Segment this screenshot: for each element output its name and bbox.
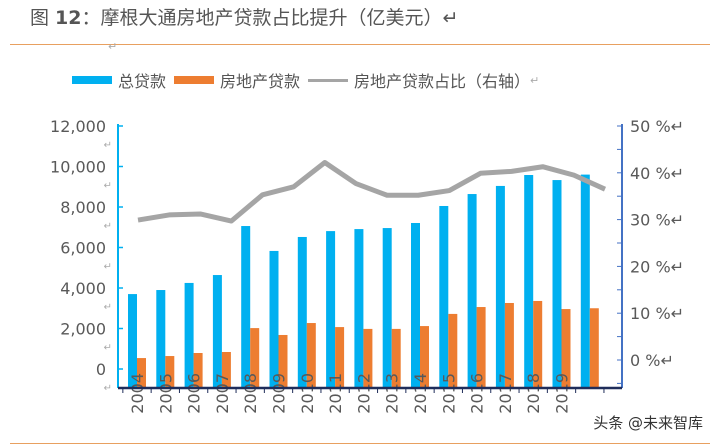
bar-real-estate xyxy=(448,313,458,388)
bar-real-estate xyxy=(504,302,514,388)
figure-title: 图 12：摩根大通房地产贷款占比提升（亿美元）↵ xyxy=(30,3,458,30)
bar-total xyxy=(580,174,590,388)
bar-total xyxy=(495,185,505,388)
left-tick-label: 2,000 xyxy=(60,320,106,339)
x-tick-label: 2014 xyxy=(411,373,430,414)
paragraph-mark: ↵ xyxy=(104,383,112,394)
right-tick-label: 20 %↵ xyxy=(630,257,684,276)
paragraph-mark: ↵ xyxy=(104,181,112,192)
bar-real-estate xyxy=(165,356,175,388)
bar-total xyxy=(552,180,562,388)
legend-label: 总贷款 xyxy=(118,72,167,91)
legend-swatch-total xyxy=(72,76,112,84)
title-text: ：摩根大通房地产贷款占比提升（亿美元）↵ xyxy=(81,7,459,29)
right-tick-label: 0 %↵ xyxy=(630,351,674,370)
paragraph-mark: ↵ xyxy=(104,262,112,273)
legend-ratio: 房地产贷款占比（右轴） ↵ xyxy=(308,68,539,92)
bar-total xyxy=(354,229,364,388)
bar-total xyxy=(439,205,449,388)
ratio-line xyxy=(137,160,607,224)
paragraph-mark: ↵ xyxy=(530,73,540,87)
right-tick-label: 50 %↵ xyxy=(630,117,684,136)
bar-total xyxy=(297,236,307,388)
bar-total xyxy=(156,290,166,388)
bar-total xyxy=(326,231,336,388)
x-tick-label: 2010 xyxy=(298,373,317,414)
bar-real-estate xyxy=(391,328,401,388)
legend-label: 房地产贷款占比（右轴） xyxy=(354,72,531,91)
bar-real-estate xyxy=(476,307,486,388)
bar-total xyxy=(212,275,222,388)
x-tick-label: 2009 xyxy=(270,373,289,414)
right-tick-label: 40 %↵ xyxy=(630,164,684,183)
left-tick-label: 4,000 xyxy=(60,279,106,298)
right-tick-label: 30 %↵ xyxy=(630,211,684,230)
bar-real-estate xyxy=(589,308,599,388)
legend-real-estate: 房地产贷款 xyxy=(174,68,300,92)
x-tick-label: 2005 xyxy=(156,373,175,414)
x-tick-label: 2019 xyxy=(553,373,572,414)
legend-label: 房地产贷款 xyxy=(220,72,301,91)
top-rule xyxy=(10,44,710,45)
legend-swatch-real-estate xyxy=(174,76,215,84)
x-tick-label: 2012 xyxy=(354,373,373,414)
x-tick-label: 2006 xyxy=(185,373,204,414)
left-tick-label: 12,000 xyxy=(50,117,106,136)
x-tick-label: 2013 xyxy=(383,373,402,414)
left-tick-label: 0 xyxy=(96,360,106,379)
bar-real-estate xyxy=(193,353,203,388)
bar-real-estate xyxy=(561,309,571,388)
bar-real-estate xyxy=(137,358,146,388)
paragraph-mark: ↵ xyxy=(104,221,112,232)
paragraph-mark: ↵ xyxy=(104,343,112,354)
bar-real-estate xyxy=(533,300,543,388)
bar-real-estate xyxy=(335,327,345,388)
x-tick-label: 2007 xyxy=(213,373,232,414)
bar-total xyxy=(241,226,251,388)
paragraph-mark: ↵ xyxy=(108,40,118,53)
x-tick-label: 2015 xyxy=(439,373,458,414)
bar-real-estate xyxy=(363,328,373,388)
x-tick-label: 2017 xyxy=(496,373,515,414)
left-tick-label: 8,000 xyxy=(60,198,106,217)
left-tick-label: 10,000 xyxy=(50,158,106,177)
bar-total xyxy=(128,294,137,388)
x-tick-label: 2008 xyxy=(241,373,260,414)
watermark: 头条 @未来智库 xyxy=(593,414,703,432)
bar-total xyxy=(411,222,420,388)
right-tick-label: 10 %↵ xyxy=(630,304,684,323)
legend-total: 总贷款 xyxy=(72,68,166,92)
bar-total xyxy=(184,282,194,388)
bar-real-estate xyxy=(221,351,231,388)
title-number: 12 xyxy=(55,7,82,29)
bar-total xyxy=(524,175,534,388)
left-tick-label: 6,000 xyxy=(60,239,106,258)
legend-swatch-ratio xyxy=(308,78,349,82)
bar-total xyxy=(269,250,279,388)
x-tick-label: 2016 xyxy=(468,373,487,414)
bar-real-estate xyxy=(420,326,429,388)
bar-real-estate xyxy=(278,334,288,388)
bottom-rule xyxy=(10,443,710,444)
bar-real-estate xyxy=(250,328,260,388)
x-tick-label: 2011 xyxy=(326,373,345,414)
title-prefix: 图 xyxy=(30,7,56,29)
x-tick-label: 2004 xyxy=(128,373,147,414)
bar-real-estate xyxy=(306,323,316,388)
paragraph-mark: ↵ xyxy=(104,140,112,151)
bar-total xyxy=(467,194,477,388)
x-tick-label: 2018 xyxy=(524,373,543,414)
paragraph-mark: ↵ xyxy=(104,302,112,313)
bar-total xyxy=(382,228,392,388)
legend: 总贷款 房地产贷款 房地产贷款占比（右轴） ↵ xyxy=(72,68,547,92)
